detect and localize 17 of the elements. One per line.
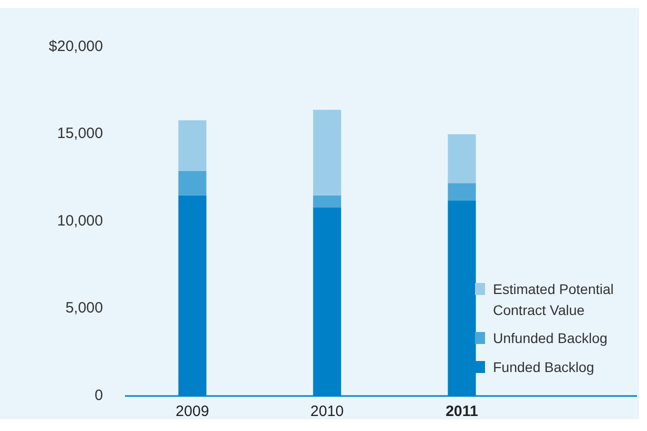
bar	[178, 170, 206, 196]
y-tick-label: 0	[94, 386, 103, 404]
y-tick-label: 15,000	[57, 125, 103, 142]
x-tick-label: 2010	[310, 403, 344, 420]
x-tick-label: 2009	[176, 403, 210, 420]
legend-label: Unfunded Backlog	[493, 330, 608, 346]
y-tick-label: 5,000	[65, 300, 103, 317]
bar	[448, 134, 476, 184]
legend-label: Estimated Potential Contract Value	[493, 280, 614, 318]
y-tick-label: 10,000	[57, 212, 103, 230]
bar	[178, 120, 206, 171]
bar	[313, 110, 342, 196]
legend-label: Funded Backlog	[493, 358, 594, 375]
bar	[448, 183, 476, 201]
bar	[313, 195, 342, 208]
x-tick-label: 2011	[446, 403, 478, 420]
y-tick-label: $20,000	[48, 38, 103, 55]
